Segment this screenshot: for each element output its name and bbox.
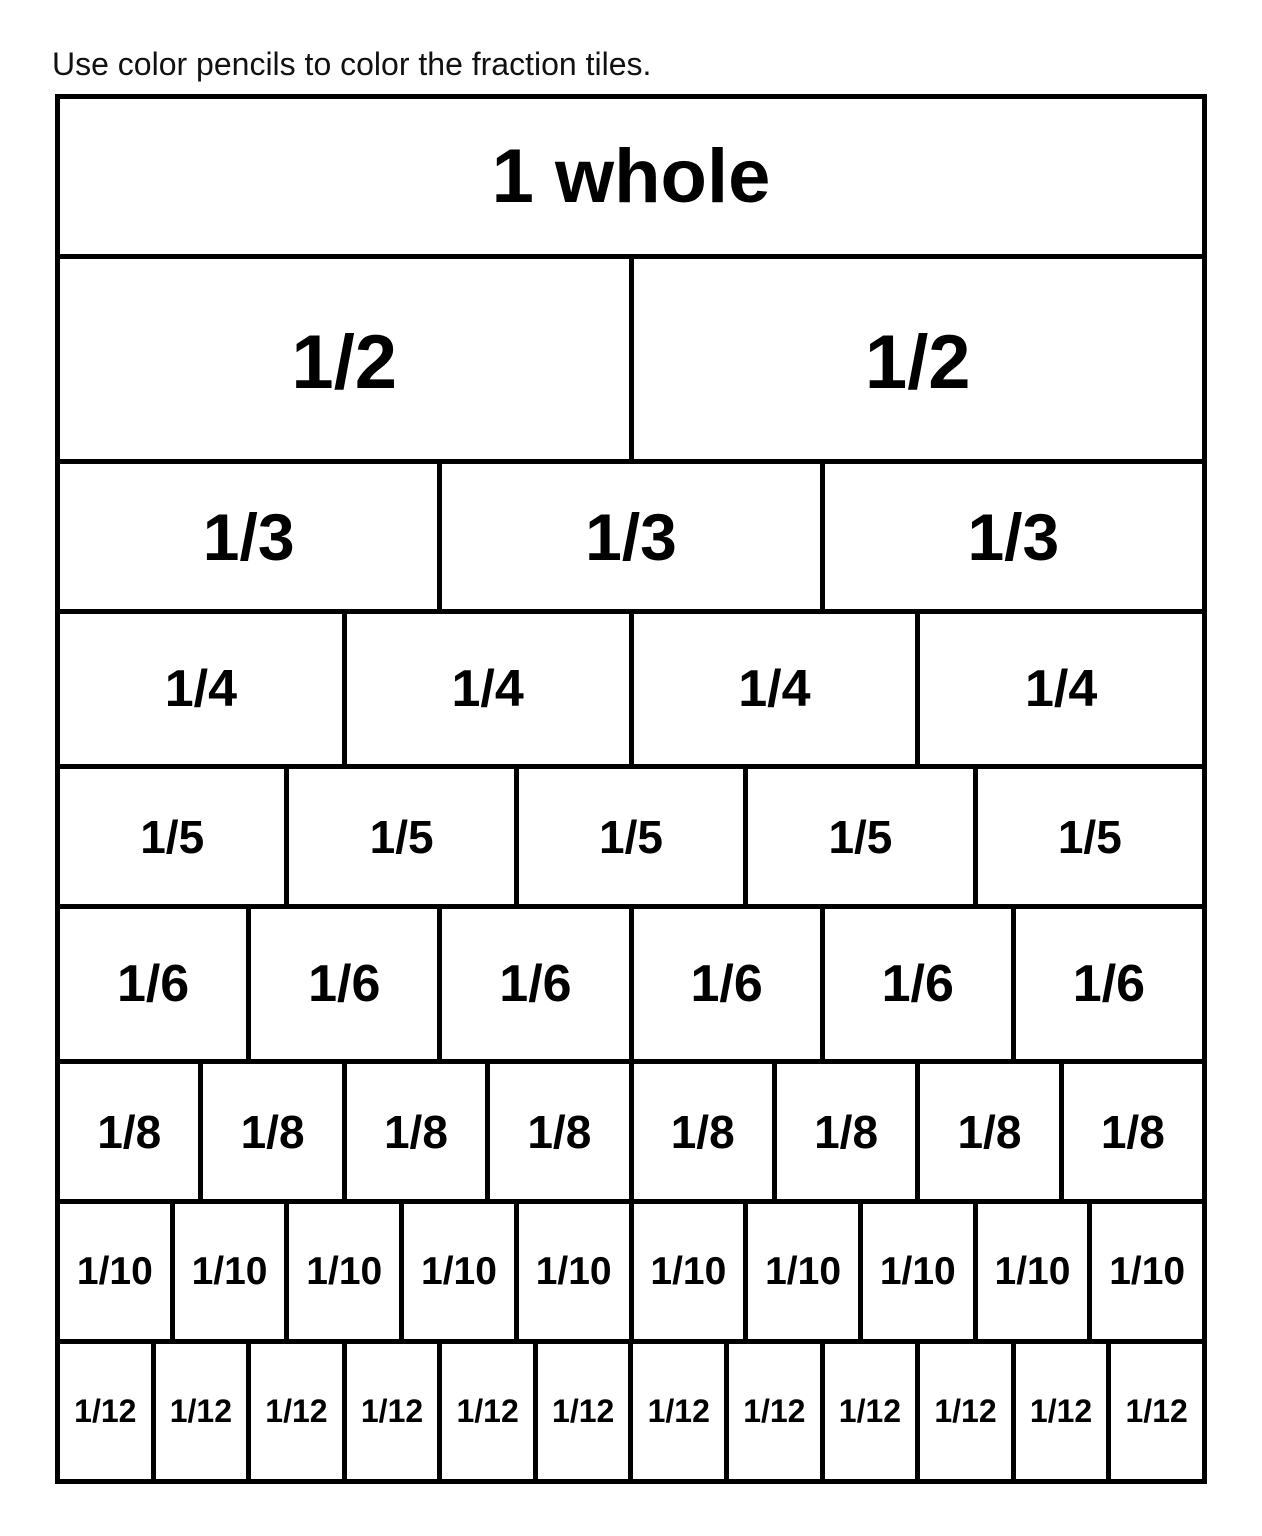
fraction-tile: 1/10 — [628, 1204, 744, 1339]
fraction-tile: 1/4 — [341, 614, 629, 764]
fraction-tile: 1/4 — [628, 614, 916, 764]
fraction-tile: 1/10 — [972, 1204, 1088, 1339]
fraction-tile: 1/10 — [284, 1204, 399, 1339]
fraction-tile: 1/8 — [915, 1064, 1058, 1199]
fraction-tile: 1/6 — [1010, 909, 1202, 1059]
fraction-tile: 1/12 — [1010, 1344, 1107, 1479]
fraction-tile: 1/12 — [341, 1344, 438, 1479]
fraction-tile: 1/12 — [437, 1344, 533, 1479]
fraction-tile: 1/6 — [116, 955, 190, 1013]
fraction-tile: 1/5 — [284, 769, 513, 904]
fraction-tile: 1/3 — [437, 464, 819, 609]
fraction-tile: 1/10 — [1087, 1204, 1202, 1339]
fraction-tile: 1/12 — [246, 1344, 342, 1479]
fraction-tile: 1/10 — [743, 1204, 858, 1339]
fraction-tile: 1/8 — [1058, 1064, 1202, 1199]
fraction-row-7: 1/8 1/8 1/8 1/8 1/8 1/8 1/8 1/8 — [60, 1059, 1202, 1199]
fraction-tile: 1/12 — [819, 1344, 916, 1479]
fraction-tile: 1/2 — [291, 319, 398, 405]
fraction-row-9: 1/12 1/12 1/12 1/12 1/12 1/12 1/12 1/12 1/12 1/12… — [60, 1339, 1202, 1479]
fraction-tile: 1/12 — [532, 1344, 629, 1479]
fraction-tile: 1/5 — [140, 810, 205, 863]
fraction-tile: 1/12 — [1106, 1344, 1202, 1479]
fraction-tile: 1/3 — [819, 464, 1202, 609]
fraction-tile: 1/6 — [628, 909, 820, 1059]
instruction-text: Use color pencils to color the fraction … — [52, 46, 652, 82]
fraction-tile: 1/2 — [628, 259, 1203, 459]
fraction-row-4: 1/4 1/4 1/4 1/4 — [60, 609, 1202, 764]
fraction-tile: 1/12 — [150, 1344, 247, 1479]
fraction-tile: 1/4 — [164, 660, 238, 718]
fraction-tile: 1/8 — [97, 1105, 162, 1158]
fraction-tile: 1/6 — [437, 909, 628, 1059]
fraction-row-1: 1 whole — [60, 99, 1202, 254]
fraction-tile: 1/12 — [628, 1344, 724, 1479]
fraction-tile: 1/5 — [513, 769, 743, 904]
fraction-tile: 1/10 — [399, 1204, 514, 1339]
fraction-tile: 1/8 — [771, 1064, 915, 1199]
fraction-tile: 1/6 — [246, 909, 437, 1059]
fraction-tile: 1/3 — [202, 499, 295, 574]
fraction-tile: 1/10 — [76, 1249, 153, 1293]
fraction-row-5: 1/5 1/5 1/5 1/5 1/5 — [60, 764, 1202, 904]
fraction-tiles-chart: 1 whole 1/2 1/2 1/3 1/3 1/3 1/4 1/4 1/4 1/4 1/5 1/5… — [55, 94, 1207, 1484]
fraction-tile: 1/10 — [169, 1204, 285, 1339]
fraction-tile: 1/10 — [857, 1204, 973, 1339]
fraction-row-8: 1/10 1/10 1/10 1/10 1/10 1/10 1/10 1/10 1/10 1/10 — [60, 1199, 1202, 1339]
fraction-row-2: 1/2 1/2 — [60, 254, 1202, 459]
fraction-tile: 1/5 — [972, 769, 1202, 904]
fraction-tile: 1/4 — [915, 614, 1202, 764]
fraction-tile: 1/10 — [513, 1204, 629, 1339]
fraction-tile: 1/8 — [628, 1064, 772, 1199]
fraction-tile: 1/8 — [341, 1064, 485, 1199]
fraction-row-3: 1/3 1/3 1/3 — [60, 459, 1202, 609]
fraction-tile: 1/8 — [485, 1064, 628, 1199]
fraction-tile: 1/8 — [198, 1064, 341, 1199]
fraction-tile: 1/5 — [743, 769, 972, 904]
fraction-tile: 1/12 — [74, 1393, 137, 1429]
fraction-tile: 1/6 — [819, 909, 1011, 1059]
fraction-row-6: 1/6 1/6 1/6 1/6 1/6 1/6 — [60, 904, 1202, 1059]
fraction-tile: 1/12 — [724, 1344, 820, 1479]
fraction-tile: 1 whole — [491, 134, 771, 219]
fraction-tile: 1/12 — [915, 1344, 1011, 1479]
